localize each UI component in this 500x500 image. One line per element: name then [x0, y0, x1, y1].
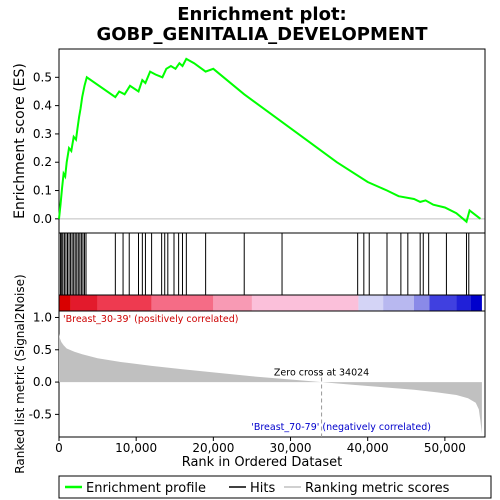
zero-cross-label: Zero cross at 34024 — [274, 368, 369, 379]
hits-panel — [58, 232, 486, 296]
heatmap-segment — [97, 295, 152, 311]
x-tick-label: 40,000 — [347, 441, 389, 455]
legend-profile-label: Enrichment profile — [86, 481, 206, 496]
top-y-tick-label: 0.0 — [33, 212, 52, 226]
x-tick-label: 10,000 — [115, 441, 157, 455]
heatmap-segment — [70, 295, 98, 311]
enrichment-profile-line — [58, 57, 482, 224]
hit-lines — [60, 233, 470, 295]
top-y-tick-label: 0.3 — [33, 127, 52, 141]
negative-label: 'Breast_70-79' (negatively correlated) — [251, 422, 431, 433]
ranked-heatmap-bar — [58, 294, 486, 312]
ranked-metric-panel: -0.5 0.0 0.5 1.0 'Breast_30-39' (positively… — [13, 274, 486, 474]
heatmap-segment — [470, 295, 482, 311]
ranking-metric-area — [59, 333, 482, 434]
top-panel-frame — [58, 48, 486, 234]
heatmap-segment — [151, 295, 214, 311]
heatmap-segment — [429, 295, 457, 311]
x-tick-label: 30,000 — [270, 441, 312, 455]
x-tick-label: 20,000 — [192, 441, 234, 455]
heatmap-segment — [251, 295, 359, 311]
bottom-y-tick-label: 0.0 — [33, 375, 52, 389]
legend: Enrichment profile Hits Ranking metric s… — [58, 475, 492, 499]
legend-hits-label: Hits — [250, 481, 275, 496]
x-tick-label: 0 — [55, 441, 63, 455]
heatmap-segment — [383, 295, 414, 311]
heatmap-segment — [456, 295, 471, 311]
heatmap-segment — [213, 295, 252, 311]
top-y-tick-label: 0.2 — [33, 155, 52, 169]
heatmap-segment — [414, 295, 430, 311]
bottom-y-tick-label: 1.0 — [33, 310, 52, 324]
top-y-label: Enrichment score (ES) — [12, 63, 28, 219]
top-y-tick-label: 0.5 — [33, 70, 52, 84]
bottom-y-label: Ranked list metric (Signal2Noise) — [13, 274, 27, 473]
heatmap-segment — [59, 295, 71, 311]
legend-frame — [58, 475, 492, 499]
chart-subtitle: GOBP_GENITALIA_DEVELOPMENT — [96, 24, 428, 45]
x-axis-label: Rank in Ordered Dataset — [182, 455, 343, 470]
heatmap-segments — [59, 295, 482, 311]
positive-label: 'Breast_30-39' (positively correlated) — [63, 314, 239, 325]
x-tick-label: 50,000 — [424, 441, 466, 455]
top-y-tick-label: 0.4 — [33, 99, 52, 113]
heatmap-segment — [358, 295, 384, 311]
top-y-axis: 0.0 0.1 0.2 0.3 0.4 0.5 — [33, 70, 59, 226]
chart-title: Enrichment plot: — [177, 4, 347, 25]
x-axis: 0 10,000 20,000 30,000 40,000 50,000 — [55, 437, 466, 455]
top-y-tick-label: 0.1 — [33, 184, 52, 198]
legend-metric-label: Ranking metric scores — [305, 481, 450, 496]
bottom-y-tick-label: -0.5 — [29, 407, 52, 421]
bottom-y-axis: -0.5 0.0 0.5 1.0 — [29, 310, 59, 421]
hits-panel-frame — [58, 232, 486, 296]
enrichment-score-panel: 0.0 0.1 0.2 0.3 0.4 0.5 Enrichment score (ES) — [12, 48, 486, 234]
bottom-y-tick-label: 0.5 — [33, 343, 52, 357]
